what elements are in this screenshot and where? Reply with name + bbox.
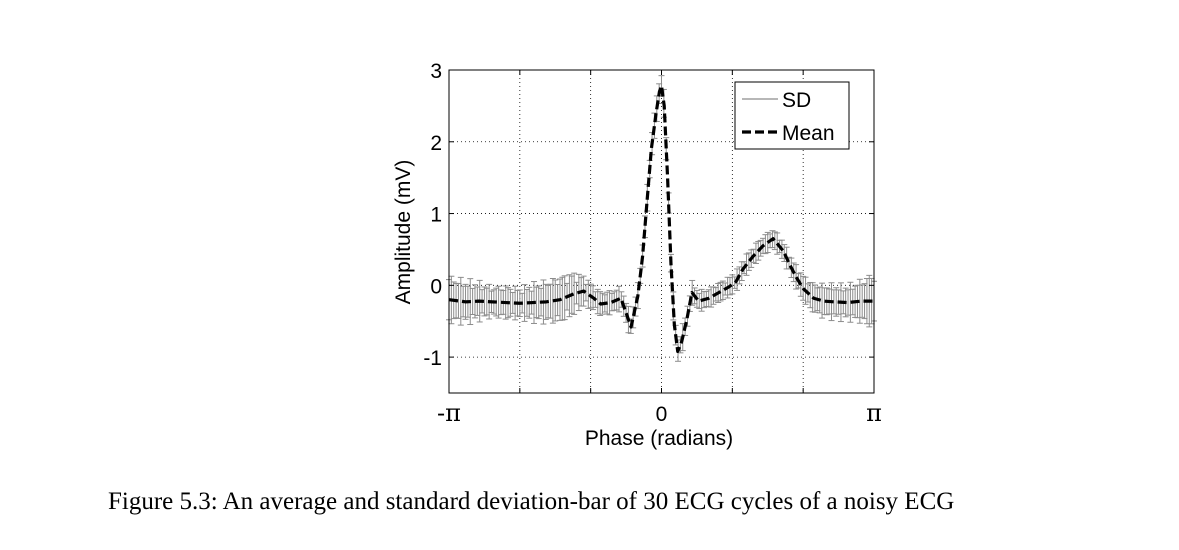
sd-bar	[521, 284, 528, 322]
sd-bar	[507, 288, 514, 317]
sd-error-bars	[446, 75, 877, 362]
legend-sd-label: SD	[782, 89, 811, 112]
sd-bar	[819, 282, 826, 319]
sd-bar	[719, 280, 726, 301]
x-tick-label-0: -π	[437, 399, 461, 427]
sd-bar	[856, 278, 863, 324]
sd-bar	[535, 285, 542, 320]
sd-bar	[833, 287, 840, 317]
x-axis-label: Phase (radians)	[585, 427, 733, 450]
sd-bar	[729, 274, 736, 295]
y-axis-label: Amplitude (mV)	[392, 160, 415, 305]
legend-box	[734, 81, 850, 150]
sd-bar	[481, 286, 488, 317]
axis-ticks: -1 0 1 2 3 -π 0 π	[423, 60, 882, 427]
figure-caption: Figure 5.3: An average and standard devi…	[108, 488, 955, 515]
sd-bar	[571, 272, 578, 315]
sd-bar	[585, 279, 592, 309]
x-tick-label-2: π	[866, 399, 882, 427]
y-tick-label-4: 3	[430, 60, 442, 83]
x-tick-label-1: 0	[656, 403, 668, 426]
sd-bar	[793, 264, 800, 290]
y-tick-label-2: 1	[430, 204, 442, 227]
mean-series-line	[448, 84, 874, 353]
y-tick-label-3: 2	[430, 132, 442, 155]
legend: SD Mean	[734, 81, 850, 150]
y-tick-label-0: -1	[423, 347, 442, 370]
y-tick-label-1: 0	[430, 275, 442, 298]
sd-bar	[495, 285, 502, 319]
legend-mean-label: Mean	[782, 122, 835, 145]
